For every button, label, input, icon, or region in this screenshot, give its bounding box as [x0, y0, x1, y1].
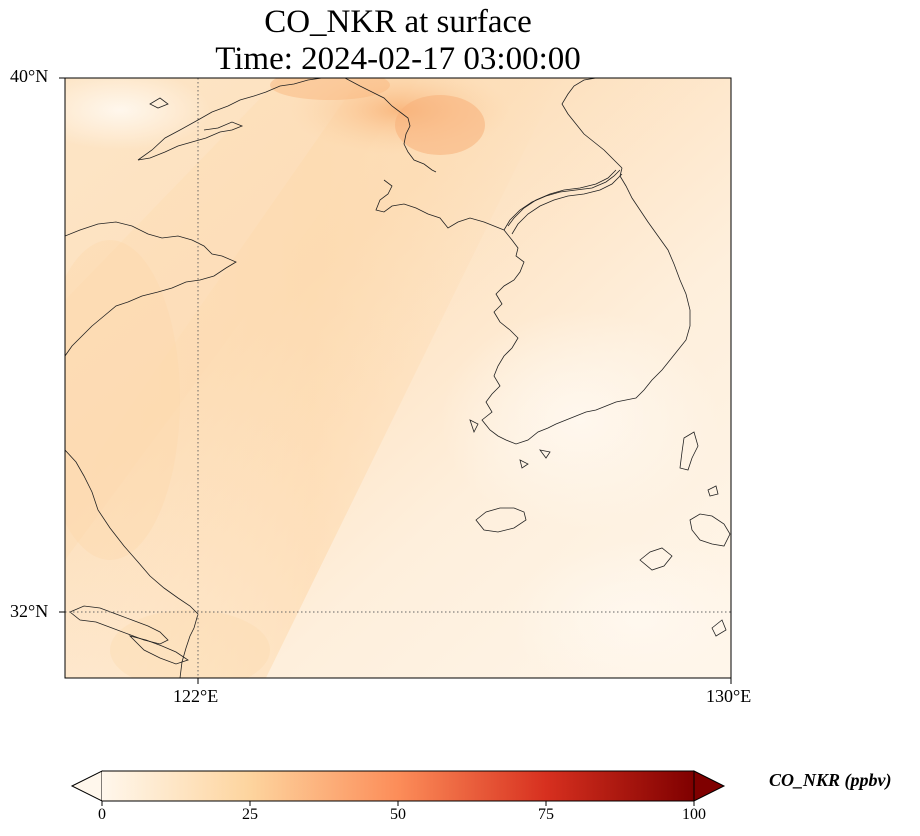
colorbar-tick-0: 0	[98, 806, 106, 823]
colorbar-extend-max	[693, 770, 726, 802]
gridlines	[65, 78, 731, 678]
coastlines	[65, 78, 731, 678]
colorbar-gradient	[102, 771, 694, 801]
colorbar-label: CO_NKR (ppbv)	[769, 770, 892, 790]
plot-title-line1: CO_NKR at surface	[264, 4, 532, 40]
lat-tick-40n: 40°N	[10, 66, 49, 86]
colorbar-tick-50: 50	[390, 806, 406, 823]
colorbar-tick-25: 25	[242, 806, 258, 823]
colorbar-extend-min	[70, 770, 103, 802]
colorbar	[70, 770, 726, 806]
map-frame	[64, 77, 732, 679]
lat-tick-32n: 32°N	[10, 601, 49, 621]
lon-tick-122e: 122°E	[173, 686, 219, 706]
co-concentration-field	[65, 78, 731, 678]
lon-tick-130e: 130°E	[706, 686, 752, 706]
colorbar-tick-100: 100	[682, 806, 706, 823]
colorbar-tick-75: 75	[538, 806, 554, 823]
plot-title-line2: Time: 2024-02-17 03:00:00	[215, 41, 581, 77]
